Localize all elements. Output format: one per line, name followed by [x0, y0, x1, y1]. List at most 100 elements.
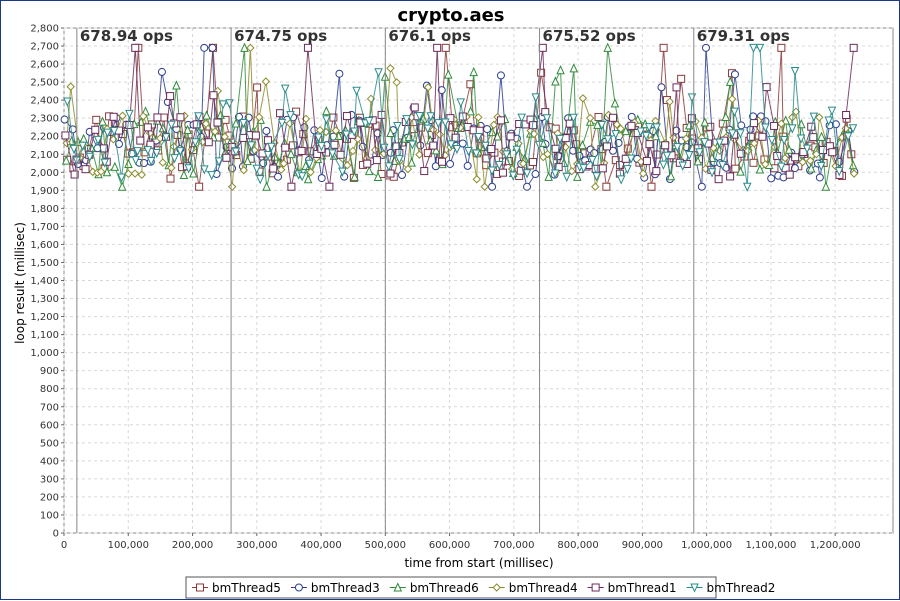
data-point — [700, 117, 710, 127]
data-point — [288, 141, 297, 150]
data-point — [488, 182, 497, 191]
data-point — [469, 66, 479, 77]
data-point — [802, 144, 812, 154]
data-point — [158, 158, 168, 167]
y-tick-label: 2,300 — [30, 114, 59, 125]
data-point — [158, 123, 168, 133]
data-point — [544, 171, 553, 181]
y-tick-label: 400 — [40, 456, 59, 467]
data-point — [190, 138, 200, 148]
data-point — [480, 182, 489, 191]
data-point — [669, 133, 678, 142]
data-point — [762, 83, 771, 92]
data-point — [276, 165, 286, 174]
data-point — [726, 172, 735, 181]
data-point — [328, 149, 337, 159]
data-point — [261, 77, 271, 86]
data-point — [659, 160, 668, 170]
y-tick-label: 2,700 — [30, 42, 59, 53]
data-point — [118, 111, 127, 120]
data-point — [555, 134, 565, 145]
data-point — [314, 133, 323, 143]
x-tick-label: 0 — [61, 540, 67, 551]
data-point — [464, 147, 473, 157]
data-point — [62, 138, 71, 148]
data-point — [466, 106, 475, 116]
legend-item: bmThread4 — [488, 581, 578, 595]
x-tick-label: 500,000 — [365, 540, 406, 551]
data-point — [384, 162, 394, 172]
data-point — [372, 156, 381, 165]
data-point — [815, 173, 824, 182]
data-point — [750, 119, 759, 128]
data-point — [611, 130, 620, 140]
data-point — [137, 170, 146, 179]
data-point — [672, 143, 682, 153]
data-point — [791, 153, 800, 162]
data-point — [761, 123, 770, 133]
data-point — [338, 167, 347, 177]
data-point — [322, 105, 331, 116]
data-point — [474, 132, 483, 143]
data-point — [274, 172, 283, 181]
x-axis-label: time from start (millisec) — [404, 556, 553, 570]
data-point — [153, 113, 162, 122]
data-point — [578, 94, 588, 103]
data-point — [684, 151, 694, 161]
data-point — [415, 111, 424, 122]
data-point — [725, 76, 735, 86]
data-point — [303, 43, 312, 52]
data-point — [446, 159, 455, 168]
data-point — [252, 164, 262, 174]
data-point — [209, 91, 218, 100]
series-bmThread2 — [63, 43, 858, 192]
data-point — [569, 63, 579, 73]
data-point — [352, 86, 361, 96]
y-tick-label: 1,700 — [30, 222, 59, 233]
data-point — [176, 113, 185, 122]
data-point — [176, 147, 185, 157]
y-tick-label: 2,400 — [30, 96, 59, 107]
legend-label: bmThread1 — [608, 581, 677, 595]
x-tick-label: 1,000,000 — [681, 540, 732, 551]
y-tick-label: 1,800 — [30, 204, 59, 215]
data-point — [588, 156, 597, 166]
data-point — [627, 121, 636, 130]
data-point — [788, 124, 797, 134]
data-point — [335, 69, 344, 78]
data-point — [542, 114, 552, 124]
data-point — [220, 132, 229, 141]
data-point — [200, 43, 209, 52]
data-point — [487, 166, 497, 176]
data-point — [781, 115, 791, 125]
x-tick-label: 700,000 — [493, 540, 534, 551]
x-tick-label: 200,000 — [172, 540, 213, 551]
data-point — [841, 124, 850, 133]
data-point — [645, 140, 654, 149]
data-point — [508, 171, 518, 181]
data-point — [286, 111, 295, 121]
data-point — [364, 117, 374, 127]
data-point — [523, 182, 532, 191]
data-point — [255, 175, 265, 185]
y-axis-label: loop result (millisec) — [13, 222, 27, 344]
legend-item: bmThread6 — [389, 581, 479, 595]
ops-marker-label: 679.31 ops — [697, 27, 790, 45]
data-point — [750, 139, 759, 148]
data-point — [665, 97, 674, 106]
data-point — [452, 144, 462, 155]
data-point — [243, 155, 252, 166]
data-point — [598, 164, 607, 173]
data-point — [721, 111, 731, 122]
data-point — [70, 170, 79, 179]
legend: bmThread5 bmThread3 bmThread6 bmThread4 bmTh… — [185, 576, 775, 599]
data-point — [255, 112, 264, 122]
data-point — [98, 116, 107, 126]
data-point — [239, 119, 248, 129]
y-tick-label: 2,500 — [30, 78, 59, 89]
data-point — [131, 43, 140, 52]
y-tick-label: 2,200 — [30, 132, 59, 143]
data-point — [512, 145, 522, 155]
data-point — [706, 122, 715, 131]
data-point — [529, 157, 538, 166]
